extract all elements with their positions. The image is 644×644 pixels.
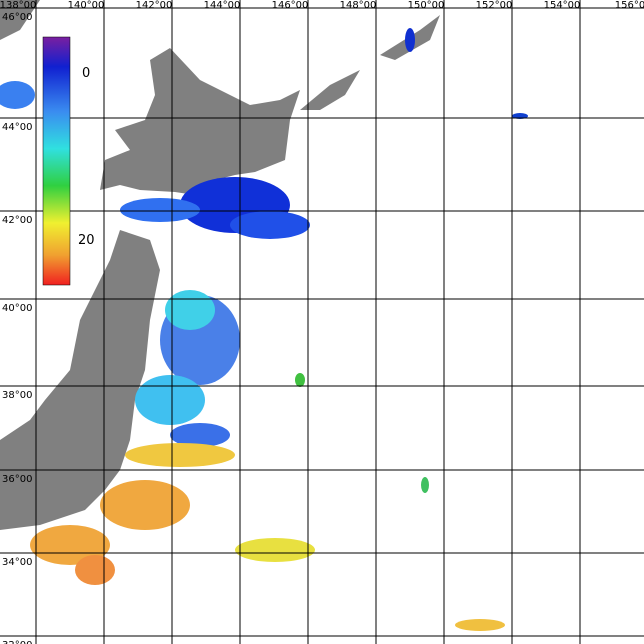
lat-label: 38°00 — [2, 390, 32, 401]
lat-label: 36°00 — [2, 474, 32, 485]
lon-label: 144°00 — [204, 0, 241, 11]
lat-label: 32°00 — [2, 640, 32, 644]
lon-label: 140°00 — [68, 0, 105, 11]
lon-label: 138°00 — [0, 0, 36, 11]
lon-label: 154°00 — [544, 0, 581, 11]
colorbar-label: 0 — [82, 66, 90, 81]
lon-label: 156°0 — [615, 0, 644, 11]
lon-label: 148°00 — [340, 0, 377, 11]
lat-label: 44°00 — [2, 122, 32, 133]
lon-label: 150°00 — [408, 0, 445, 11]
lon-label: 146°00 — [272, 0, 309, 11]
lat-label: 40°00 — [2, 303, 32, 314]
colorbar-label: 20 — [78, 233, 95, 248]
land — [0, 0, 440, 530]
sst-patches — [0, 28, 528, 631]
lon-label: 152°00 — [476, 0, 513, 11]
lat-label: 46°00 — [2, 12, 32, 23]
lat-label: 42°00 — [2, 215, 32, 226]
colorbar — [42, 36, 71, 286]
lat-label: 34°00 — [2, 557, 32, 568]
lon-label: 142°00 — [136, 0, 173, 11]
